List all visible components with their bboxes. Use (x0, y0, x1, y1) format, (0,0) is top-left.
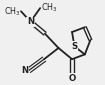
Text: N: N (27, 17, 34, 26)
Text: O: O (68, 74, 76, 83)
Text: N: N (21, 66, 28, 75)
Text: CH$_3$: CH$_3$ (4, 5, 20, 18)
Text: S: S (71, 42, 78, 51)
Text: CH$_3$: CH$_3$ (41, 2, 57, 14)
